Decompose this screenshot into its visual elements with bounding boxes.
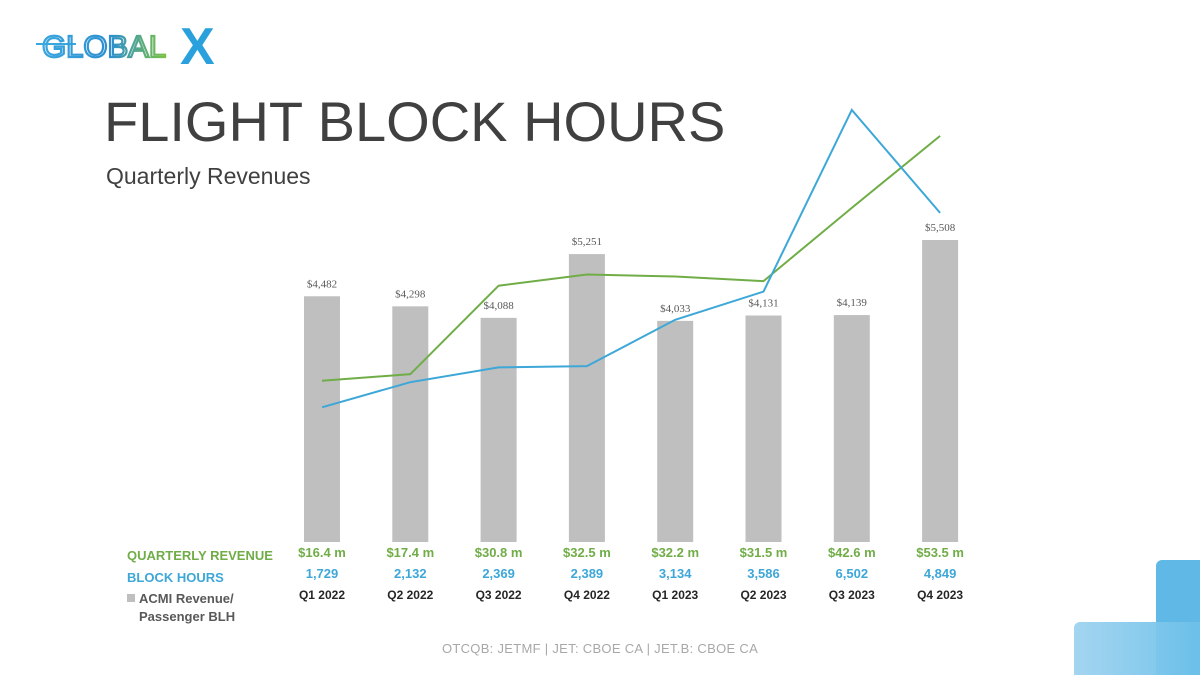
bar-5 (745, 315, 782, 542)
x-tick-label-6: Q3 2023 (829, 588, 875, 602)
page-subtitle: Quarterly Revenues (106, 163, 311, 189)
legend-bar-swatch (127, 594, 135, 602)
bar-value-label-6: $4,139 (837, 297, 868, 309)
bar-value-label-3: $5,251 (572, 236, 602, 248)
revenue-value-6: $42.6 m (828, 545, 876, 560)
revenue-value-5: $31.5 m (740, 545, 788, 560)
bar-4 (657, 320, 694, 542)
x-tick-label-2: Q3 2022 (476, 588, 522, 602)
bar-value-label-7: $5,508 (925, 222, 956, 234)
bar-value-label-2: $4,088 (483, 300, 514, 312)
block-hours-value-7: 4,849 (924, 566, 957, 581)
bar-3 (568, 254, 605, 543)
revenue-value-1: $17.4 m (386, 545, 434, 560)
revenue-line (321, 135, 941, 382)
revenue-value-0: $16.4 m (298, 545, 346, 560)
bar-7 (922, 240, 959, 542)
page-title: FLIGHT BLOCK HOURS (104, 90, 726, 153)
legend-quarterly-revenue: QUARTERLY REVENUE (127, 548, 273, 563)
revenue-value-2: $30.8 m (475, 545, 523, 560)
block-hours-value-6: 6,502 (836, 566, 869, 581)
legend-acmi-line2: Passenger BLH (139, 609, 236, 624)
block-hours-value-0: 1,729 (306, 566, 339, 581)
block-hours-value-4: 3,134 (659, 566, 692, 581)
x-tick-label-5: Q2 2023 (740, 588, 786, 602)
globalx-logo: GLOBAL X (36, 24, 215, 74)
bar-6 (833, 315, 870, 542)
x-tick-label-3: Q4 2022 (564, 588, 610, 602)
corner-decoration-front (1074, 622, 1200, 675)
block-hours-line (321, 108, 941, 409)
footer-tickers: OTCQB: JETMF | JET: CBOE CA | JET.B: CBO… (441, 641, 759, 656)
bar-0 (304, 296, 340, 542)
legend-acmi-line1: ACMI Revenue/ (139, 591, 234, 606)
x-tick-label-0: Q1 2022 (299, 588, 345, 602)
block-hours-value-5: 3,586 (747, 566, 780, 581)
revenue-value-3: $32.5 m (563, 545, 611, 560)
bar-value-label-0: $4,482 (307, 278, 337, 290)
legend-block-hours: BLOCK HOURS (127, 570, 224, 585)
revenue-value-7: $53.5 m (916, 545, 964, 560)
svg-text:X: X (180, 24, 215, 74)
revenue-value-4: $32.2 m (651, 545, 699, 560)
block-hours-value-1: 2,132 (394, 566, 427, 581)
block-hours-value-3: 2,389 (571, 566, 604, 581)
x-tick-label-7: Q4 2023 (917, 588, 963, 602)
x-tick-label-1: Q2 2022 (387, 588, 433, 602)
bar-1 (392, 306, 429, 542)
block-hours-value-2: 2,369 (482, 566, 515, 581)
bar-value-label-4: $4,033 (660, 303, 691, 315)
x-tick-label-4: Q1 2023 (652, 588, 698, 602)
bar-value-label-5: $4,131 (748, 298, 778, 310)
bar-2 (480, 317, 517, 542)
legend-acmi-revenue: ACMI Revenue/ Passenger BLH (127, 590, 235, 626)
svg-text:GLOBAL: GLOBAL (42, 29, 166, 64)
bar-value-label-1: $4,298 (395, 288, 426, 300)
